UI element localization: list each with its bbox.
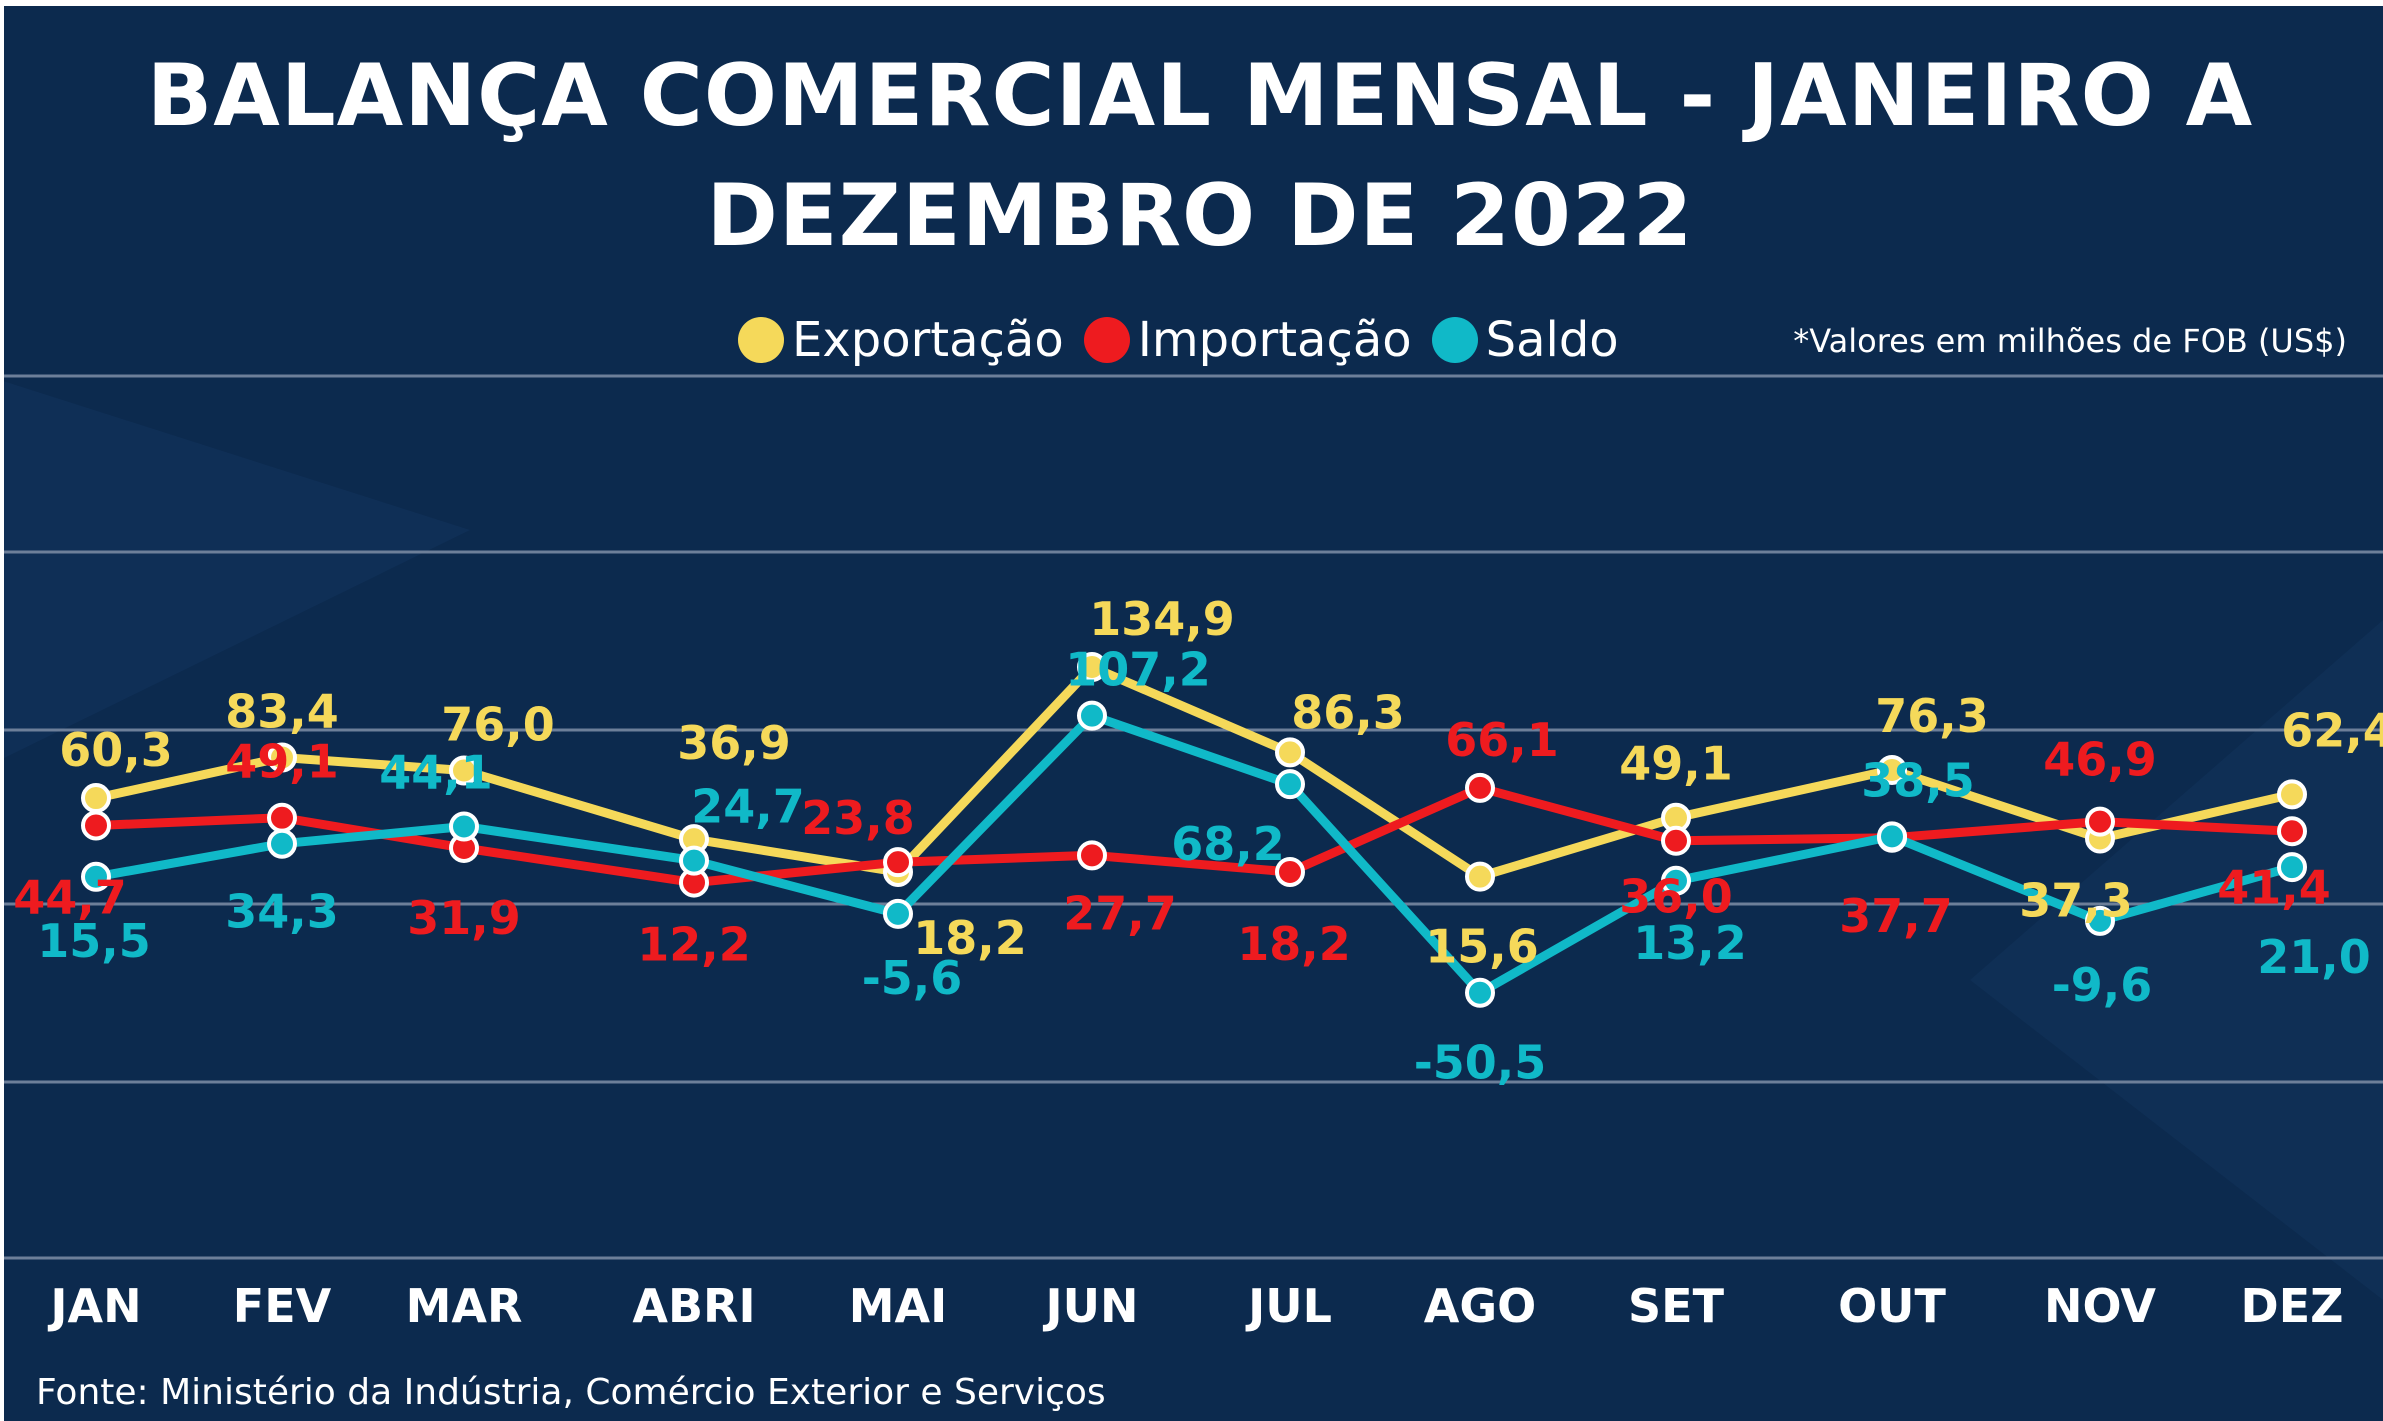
data-point-saldo [2085, 905, 2115, 936]
data-point-saldo [679, 845, 709, 876]
data-label-saldo: 34,3 [225, 885, 339, 939]
chart-legend: Exportação Importação Saldo [738, 300, 1639, 380]
data-label-exportacao: 60,3 [59, 723, 173, 777]
data-label-exportacao: 15,6 [1425, 920, 1539, 974]
data-label-importacao: 23,8 [801, 791, 915, 845]
data-label-saldo: -5,6 [862, 951, 963, 1005]
x-tick-label: NOV [2044, 1279, 2156, 1333]
data-point-saldo [1465, 977, 1495, 1008]
legend-dot-exportacao [738, 317, 784, 363]
top-border [0, 0, 2383, 6]
data-point-importacao [2085, 806, 2115, 837]
x-tick-label: JAN [47, 1279, 141, 1333]
data-point-importacao [1465, 772, 1495, 803]
data-label-exportacao: 18,2 [913, 911, 1027, 965]
data-point-saldo [1077, 700, 1107, 731]
data-point-saldo [267, 828, 297, 859]
data-point-importacao [1077, 840, 1107, 871]
x-tick-label: MAR [406, 1279, 523, 1333]
data-label-saldo: -9,6 [2052, 958, 2153, 1012]
x-tick-label: ABRI [632, 1279, 755, 1333]
data-label-exportacao: 76,3 [1875, 689, 1989, 743]
data-label-saldo: 13,2 [1633, 916, 1747, 970]
left-border [0, 0, 4, 1421]
data-point-saldo [81, 861, 111, 892]
data-label-saldo: 107,2 [1065, 643, 1211, 697]
data-label-importacao: 37,7 [1839, 889, 1953, 943]
x-tick-label: SET [1628, 1279, 1725, 1333]
data-point-exportacao [2277, 779, 2307, 810]
units-note: *Valores em milhões de FOB (US$) [1793, 322, 2347, 360]
data-label-importacao: 41,4 [2217, 860, 2331, 914]
data-label-saldo: 68,2 [1171, 817, 1285, 871]
data-label-importacao: 12,2 [637, 918, 751, 972]
data-label-exportacao: 76,0 [441, 697, 555, 751]
x-tick-label: JUN [1043, 1279, 1139, 1333]
data-label-importacao: 66,1 [1445, 713, 1559, 767]
data-label-saldo: 15,5 [37, 914, 151, 968]
data-label-saldo: -50,5 [1414, 1036, 1547, 1090]
data-label-importacao: 27,7 [1063, 886, 1177, 940]
data-label-importacao: 44,7 [13, 870, 127, 924]
series-line-saldo [95, 711, 2294, 998]
x-tick-label: MAI [849, 1279, 948, 1333]
data-label-importacao: 36,0 [1619, 870, 1733, 924]
data-point-importacao [1275, 857, 1305, 888]
legend-dot-importacao [1083, 317, 1130, 363]
source-footnote: Fonte: Ministério da Indústria, Comércio… [36, 1372, 1106, 1413]
data-label-importacao: 49,1 [225, 735, 339, 789]
data-label-saldo: 21,0 [2257, 930, 2371, 984]
legend-label-importacao: Importação [1137, 312, 1412, 368]
data-label-exportacao: 62,4 [2281, 703, 2383, 757]
data-label-saldo: 44,1 [379, 746, 493, 800]
data-label-exportacao: 36,9 [677, 716, 791, 770]
data-label-importacao: 46,9 [2043, 733, 2157, 787]
data-point-importacao [883, 847, 913, 878]
x-tick-label: DEZ [2241, 1279, 2344, 1333]
data-point-importacao [2277, 816, 2307, 847]
data-point-exportacao [267, 742, 297, 773]
data-label-exportacao: 86,3 [1291, 685, 1405, 739]
x-tick-label: OUT [1838, 1279, 1946, 1333]
x-tick-label: JUL [1245, 1279, 1332, 1333]
data-point-saldo [449, 811, 479, 842]
legend-item-exportacao: Exportação [738, 312, 1064, 368]
data-label-exportacao: 83,4 [225, 684, 339, 738]
x-tick-label: FEV [233, 1279, 332, 1333]
data-point-exportacao [1077, 651, 1107, 682]
data-point-exportacao [1465, 861, 1495, 892]
data-point-importacao [1661, 825, 1691, 856]
legend-item-importacao: Importação [1083, 312, 1412, 368]
legend-label-saldo: Saldo [1485, 312, 1619, 368]
data-point-importacao [81, 810, 111, 841]
legend-label-exportacao: Exportação [792, 312, 1064, 368]
data-label-exportacao: 37,3 [2019, 873, 2133, 927]
data-point-saldo [1661, 865, 1691, 896]
data-point-exportacao [1275, 737, 1305, 768]
data-point-importacao [267, 802, 297, 833]
data-point-saldo [1877, 821, 1907, 852]
data-label-importacao: 31,9 [407, 891, 521, 945]
data-label-saldo: 38,5 [1861, 753, 1975, 807]
series-line-importacao [95, 783, 2293, 888]
legend-item-saldo: Saldo [1431, 312, 1619, 368]
data-point-saldo [883, 898, 913, 929]
data-point-saldo [1275, 769, 1305, 800]
data-point-exportacao [81, 783, 111, 814]
data-point-exportacao [1877, 754, 1907, 785]
x-tick-label: AGO [1424, 1279, 1536, 1333]
data-label-exportacao: 134,9 [1089, 592, 1235, 646]
legend-dot-saldo [1431, 317, 1478, 363]
data-label-exportacao: 49,1 [1619, 737, 1733, 791]
chart-title: BALANÇA COMERCIAL MENSAL - JANEIRO A DEZ… [146, 46, 2254, 266]
data-label-saldo: 24,7 [691, 780, 805, 834]
data-point-saldo [2277, 852, 2307, 883]
data-point-exportacao [449, 755, 479, 786]
series-line-exportacao [95, 662, 2294, 882]
data-label-importacao: 18,2 [1237, 917, 1351, 971]
